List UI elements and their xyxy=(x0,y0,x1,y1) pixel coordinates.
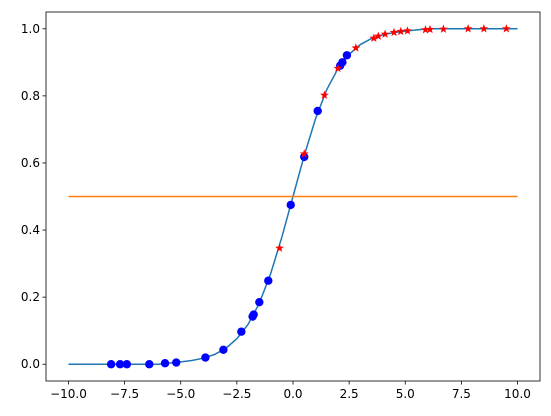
star-point xyxy=(333,63,343,73)
y-tick-label: 0.2 xyxy=(21,290,40,304)
x-tick-label: 7.5 xyxy=(452,387,471,401)
x-tick-label: −7.5 xyxy=(110,387,139,401)
circle-point xyxy=(201,353,210,362)
circle-point xyxy=(313,106,322,116)
star-point xyxy=(351,43,361,52)
y-tick-label: 0.0 xyxy=(21,357,40,371)
star-point xyxy=(373,31,383,40)
star-point xyxy=(389,27,399,37)
x-tick-label: 5.0 xyxy=(396,387,415,401)
y-tick-label: 0.8 xyxy=(21,89,40,103)
circle-point xyxy=(115,360,125,369)
star-point xyxy=(403,26,412,35)
circle-point xyxy=(172,358,181,367)
circle-point xyxy=(255,297,264,307)
star-point xyxy=(275,243,284,252)
star-point xyxy=(439,24,448,33)
y-tick-label: 0.6 xyxy=(21,156,40,170)
y-tick-label: 0.4 xyxy=(21,223,40,237)
circle-point xyxy=(264,276,273,285)
x-tick-label: 0.0 xyxy=(283,387,302,401)
star-point xyxy=(320,90,329,99)
axis-ticks: −10.0 −7.5 −5.0 −2.5 0.0 2.5 5.0 7.5 10.0 0.0 0.2 0… xyxy=(21,22,531,401)
circle-point xyxy=(237,327,246,336)
x-tick-label: −2.5 xyxy=(222,387,251,401)
star-point xyxy=(421,25,430,34)
circle-point xyxy=(145,360,154,369)
plot-area xyxy=(68,24,518,369)
circle-point xyxy=(300,152,309,162)
x-tick-label: 10.0 xyxy=(504,387,531,401)
star-point xyxy=(425,24,435,34)
star-point xyxy=(501,24,511,33)
star-point xyxy=(299,149,309,158)
circle-point xyxy=(338,58,347,67)
star-point xyxy=(369,33,379,42)
circle-point xyxy=(122,360,132,369)
star-point xyxy=(380,29,390,38)
y-tick-label: 1.0 xyxy=(21,22,40,36)
star-point xyxy=(479,24,489,33)
circle-point xyxy=(160,359,170,368)
x-tick-label: −10.0 xyxy=(50,387,87,401)
x-tick-label: −5.0 xyxy=(166,387,195,401)
circle-point xyxy=(342,51,352,60)
star-point xyxy=(396,26,406,36)
circle-point xyxy=(219,345,228,354)
circle-point xyxy=(106,360,116,369)
circle-point xyxy=(249,310,258,319)
x-tick-label: 2.5 xyxy=(340,387,359,401)
star-point xyxy=(463,24,473,33)
circle-point xyxy=(286,200,295,210)
